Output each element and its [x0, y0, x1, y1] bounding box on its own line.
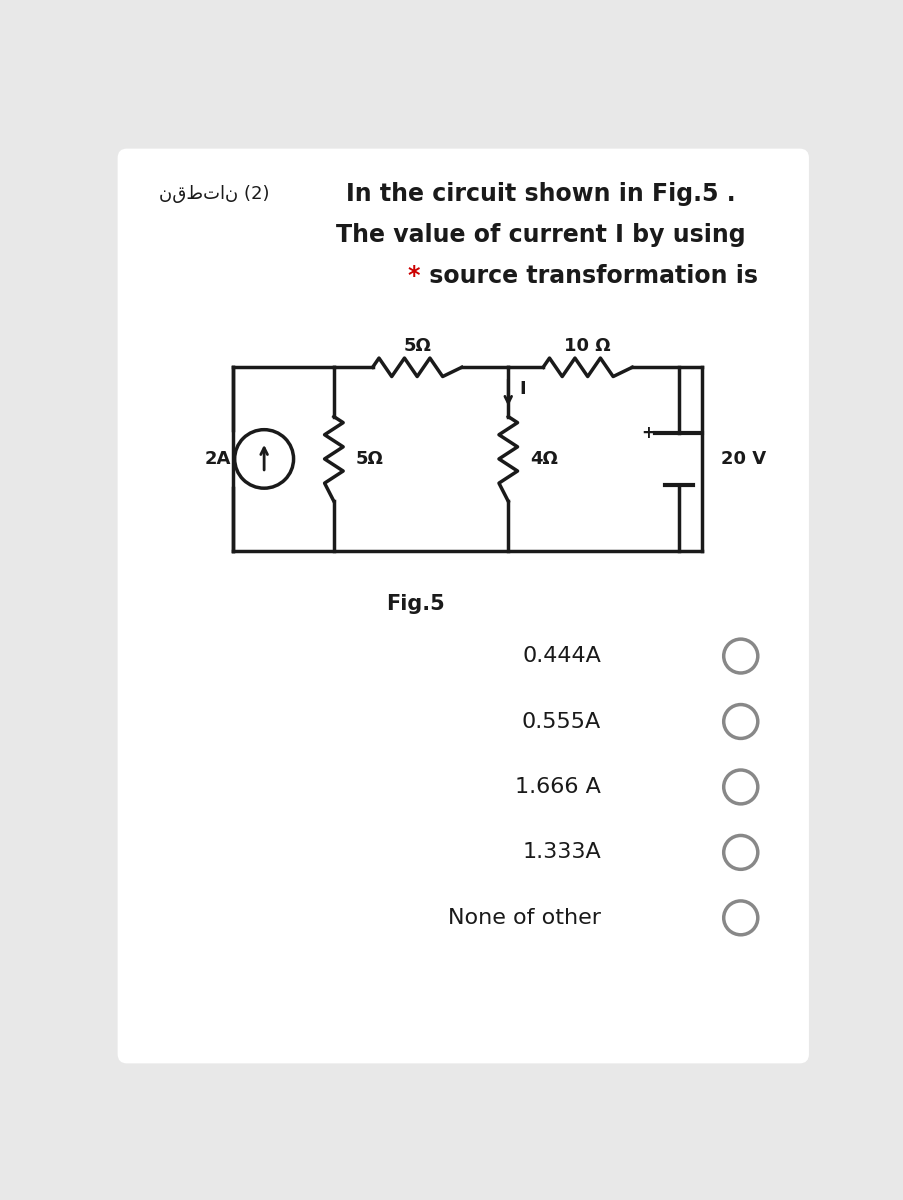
- Text: 1.333A: 1.333A: [522, 842, 600, 863]
- Text: نقطتان (2): نقطتان (2): [159, 185, 270, 203]
- FancyBboxPatch shape: [117, 149, 808, 1063]
- Text: 0.444A: 0.444A: [522, 646, 600, 666]
- Text: 10 Ω: 10 Ω: [563, 337, 610, 355]
- Text: In the circuit shown in Fig.5 .: In the circuit shown in Fig.5 .: [346, 182, 735, 206]
- Text: +: +: [640, 424, 654, 442]
- Text: 5Ω: 5Ω: [403, 337, 431, 355]
- Text: 0.555A: 0.555A: [521, 712, 600, 732]
- Text: The value of current I by using: The value of current I by using: [336, 223, 745, 247]
- Text: 20 V: 20 V: [721, 450, 766, 468]
- Text: I: I: [518, 380, 526, 398]
- Text: 2A: 2A: [204, 450, 230, 468]
- Text: source transformation is: source transformation is: [421, 264, 758, 288]
- Text: None of other: None of other: [448, 908, 600, 928]
- Text: 1.666 A: 1.666 A: [515, 776, 600, 797]
- Text: 4Ω: 4Ω: [529, 450, 557, 468]
- Text: *: *: [407, 264, 420, 288]
- Text: 5Ω: 5Ω: [355, 450, 383, 468]
- Text: Fig.5: Fig.5: [386, 594, 444, 614]
